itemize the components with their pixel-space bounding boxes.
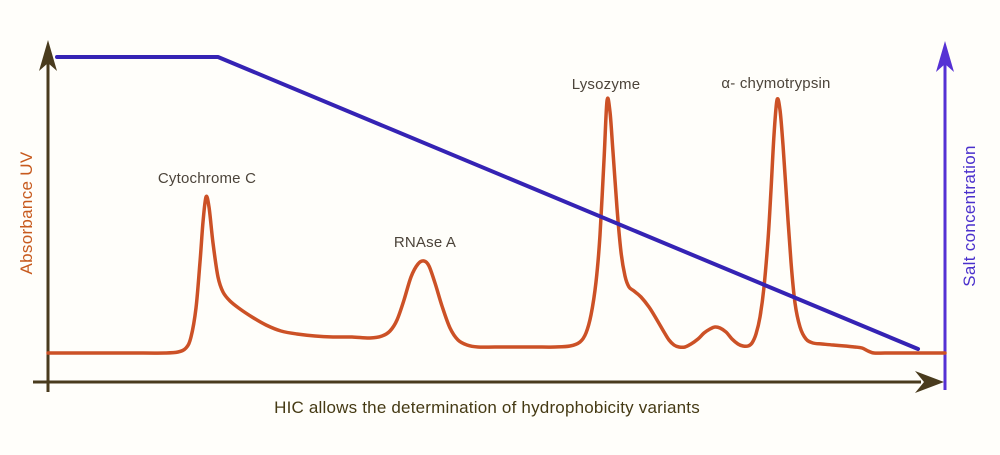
- chart-caption: HIC allows the determination of hydropho…: [274, 398, 700, 417]
- peak-label-cytochrome-c: Cytochrome C: [157, 170, 257, 187]
- peak-label-lysozyme: Lysozyme: [571, 76, 641, 93]
- peak-label-rnase-a: RNAse A: [393, 234, 457, 251]
- salt-gradient-line: [55, 55, 920, 351]
- right-axis-label: Salt concentration: [960, 145, 979, 287]
- y-axis-arrowhead-icon: [39, 40, 57, 71]
- peak-label-alpha-chymotrypsin: α- chymotrypsin: [721, 75, 831, 92]
- left-axis-label: Absorbance UV: [17, 151, 36, 275]
- right-axis-arrowhead-icon: [936, 41, 954, 72]
- absorbance-uv-curve: [46, 96, 947, 355]
- x-axis-arrowhead-icon: [915, 371, 944, 393]
